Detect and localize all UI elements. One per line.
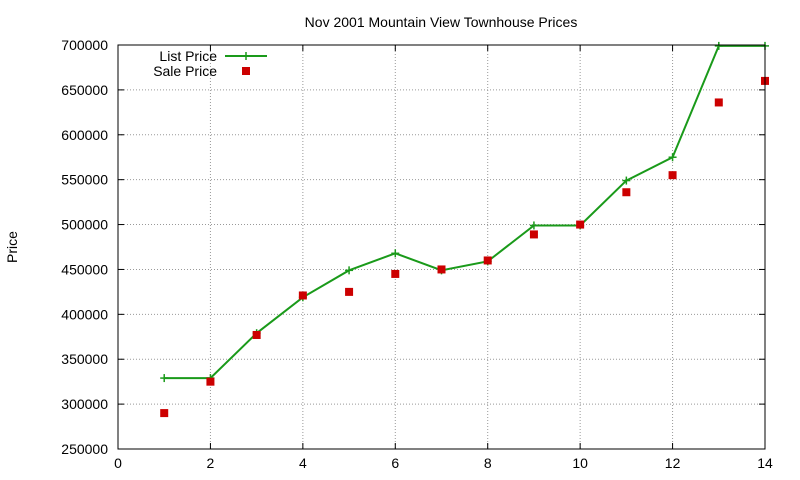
x-tick-label: 14 [757, 455, 773, 471]
x-tick-label: 10 [572, 455, 588, 471]
sale-price-point [483, 256, 492, 265]
sale-price-point [391, 269, 400, 278]
list-price-point [160, 374, 169, 383]
grid-lines [118, 45, 765, 449]
x-tick-label: 12 [665, 455, 681, 471]
chart-title: Nov 2001 Mountain View Townhouse Prices [305, 14, 578, 30]
y-axis-label: Price [4, 231, 20, 263]
y-tick-label: 700000 [61, 37, 108, 53]
legend-label: Sale Price [153, 63, 217, 79]
y-tick-label: 550000 [61, 172, 108, 188]
legend-plus-marker [242, 52, 250, 60]
y-tick-label: 250000 [61, 441, 108, 457]
legend-label: List Price [159, 48, 217, 64]
x-tick-label: 4 [299, 455, 307, 471]
y-tick-label: 350000 [61, 351, 108, 367]
y-tick-label: 450000 [61, 261, 108, 277]
sale-price-point [529, 230, 538, 239]
sale-price-point [298, 291, 307, 300]
axis-ticks: 0 2 4 6 8 10 12 14 250000 300000 350000 400000 45000… [61, 37, 773, 471]
sale-price-point [345, 287, 354, 296]
list-price-line [164, 44, 765, 380]
list-price-point [345, 266, 354, 275]
sale-price-point [437, 265, 446, 274]
list-price-point [668, 153, 677, 162]
x-tick-label: 2 [207, 455, 215, 471]
sale-price-point [206, 377, 215, 386]
sale-price-point [252, 330, 261, 339]
y-tick-label: 300000 [61, 396, 108, 412]
plot-frame [117, 44, 766, 450]
y-tick-label: 600000 [61, 127, 108, 143]
list-price-point [391, 249, 400, 258]
x-tick-label: 8 [484, 455, 492, 471]
y-tick-label: 500000 [61, 217, 108, 233]
list-price-point [622, 176, 631, 185]
series-layer [160, 41, 769, 418]
sale-price-point [622, 188, 631, 197]
x-tick-label: 6 [391, 455, 399, 471]
sale-price-point [160, 409, 169, 418]
series-sale-price [160, 76, 769, 418]
sale-price-point [668, 171, 677, 180]
legend-square-marker [242, 67, 250, 75]
y-tick-label: 400000 [61, 306, 108, 322]
series-list-price [160, 41, 769, 383]
x-tick-label: 0 [114, 455, 122, 471]
sale-price-point [576, 220, 585, 229]
list-price-point [714, 41, 723, 50]
list-price-point [529, 221, 538, 230]
sale-price-point [714, 98, 723, 107]
y-tick-label: 650000 [61, 82, 108, 98]
